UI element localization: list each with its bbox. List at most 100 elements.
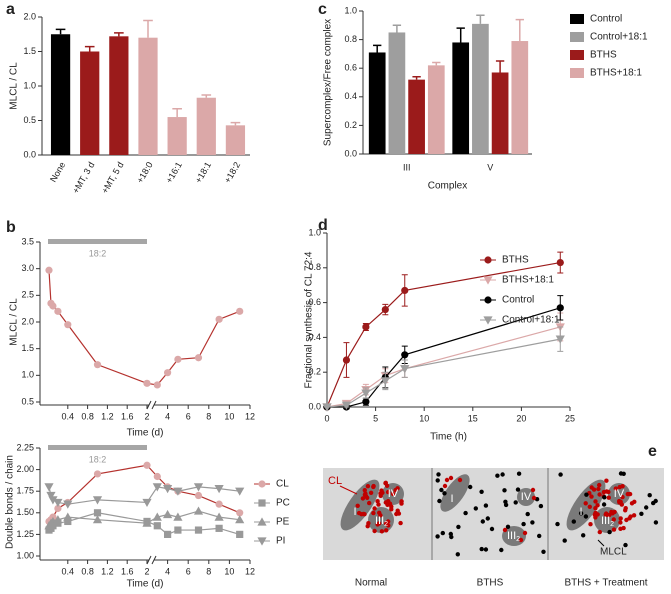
x-tick-label: 0.4 [62,411,75,421]
legend-swatch [570,50,584,60]
lipid-dot [581,533,586,538]
x-tick-label: V [487,162,493,172]
marker [215,524,223,532]
lipid-dot [627,491,633,497]
lipid-dot [558,472,563,477]
x-tick-label: 4 [165,566,170,576]
marker [173,512,183,521]
y-tick-label: 0.2 [344,120,357,130]
x-axis-label: Time (d) [127,579,164,590]
marker [143,379,151,387]
lipid-dot [385,489,391,495]
marker [214,512,224,521]
complex-label: IV [521,491,532,503]
lipid-dot [483,547,489,552]
lipid-dot [362,488,367,493]
x-tick-label: 12 [245,566,255,576]
lipid-dot [463,510,468,516]
lipid-dot [623,508,628,513]
x-tick-label: 15 [468,413,478,423]
marker [236,307,244,315]
lipid-dot [495,473,500,478]
legend-label: PI [276,536,285,547]
subscript: 2 [610,521,614,528]
lipid-dot [456,524,461,530]
lipid-dot [601,489,607,495]
legend-label: PE [276,517,290,528]
lipid-dot [367,500,372,506]
x-tick-label: +MT, 5 d [100,160,126,195]
lipid-dot [398,520,403,526]
lipid-label: CL [328,475,342,487]
lipid-dot [571,519,576,524]
marker [362,398,370,406]
lipid-dot [607,529,612,535]
marker [194,526,203,534]
lipid-dot [390,491,396,497]
lipid-dot [588,522,593,527]
error-bar [114,32,124,37]
lipid-dot [562,538,567,543]
lipid-dot [593,506,598,511]
y-tick-label: 0.8 [344,34,357,44]
legend-label: PC [276,498,290,509]
y-tick-label: 0.5 [21,396,34,406]
lipid-dot [368,490,374,495]
y-tick-label: 1.00 [16,550,34,560]
lipid-dot [611,527,617,532]
lipid-dot [436,472,441,477]
y-tick-label: 1.75 [16,486,34,496]
lipid-dot [530,520,535,525]
marker [258,499,266,507]
annotation: 18:2 [89,248,107,258]
marker [257,517,267,526]
diagram: CL I IV III2 I IV III2 I IV III2 MLCL No… [323,468,664,589]
x-tick-label: +18:1 [193,160,213,185]
marker [342,356,351,364]
lipid-dot [378,491,383,496]
annotation-bar [48,239,147,244]
y-tick-label: 1.50 [16,507,34,517]
lipid-dot [516,471,522,476]
lipid-dot [525,511,530,517]
panel-label: e [648,443,657,460]
lipid-dot [513,500,518,505]
axis-break [146,400,157,410]
marker [380,377,390,386]
error-bar [476,14,485,24]
x-tick-label: 1.2 [101,411,114,421]
lipid-dot [444,477,450,483]
lipid-dot [631,513,637,518]
lipid-dot [611,517,616,522]
lipid-dot [597,482,602,488]
lipid-dot [500,472,505,477]
caption: BTHS + Treatment [564,578,647,589]
x-tick-label: III [403,162,411,172]
lipid-dot [377,510,382,515]
lipid-dot [442,491,447,496]
bar [196,97,216,155]
marker [93,361,102,369]
marker [92,515,103,524]
series-line [48,270,240,386]
error-bar [201,94,212,98]
lipid-dot [505,524,511,529]
lipid-dot [624,517,629,523]
lipid-dot [442,483,448,489]
marker [153,522,161,530]
lipid-dot [522,530,528,536]
y-tick-label: 0.6 [344,63,357,73]
lipid-dot [457,477,463,483]
x-axis-label: Time (h) [430,432,467,443]
bar [511,41,529,154]
lipid-dot [479,489,484,494]
annotation: 18:2 [89,454,107,464]
lipid-dot [379,529,385,534]
lipid-dot [584,492,589,497]
y-tick-label: 1.5 [21,343,34,353]
lipid-dot [604,511,609,516]
y-axis-label: Fractional synthesis of CL 72:4 [304,251,315,388]
y-axis-label: MLCL / CL [9,62,20,110]
x-tick-label: 1.6 [121,411,134,421]
lipid-dot [593,510,598,516]
